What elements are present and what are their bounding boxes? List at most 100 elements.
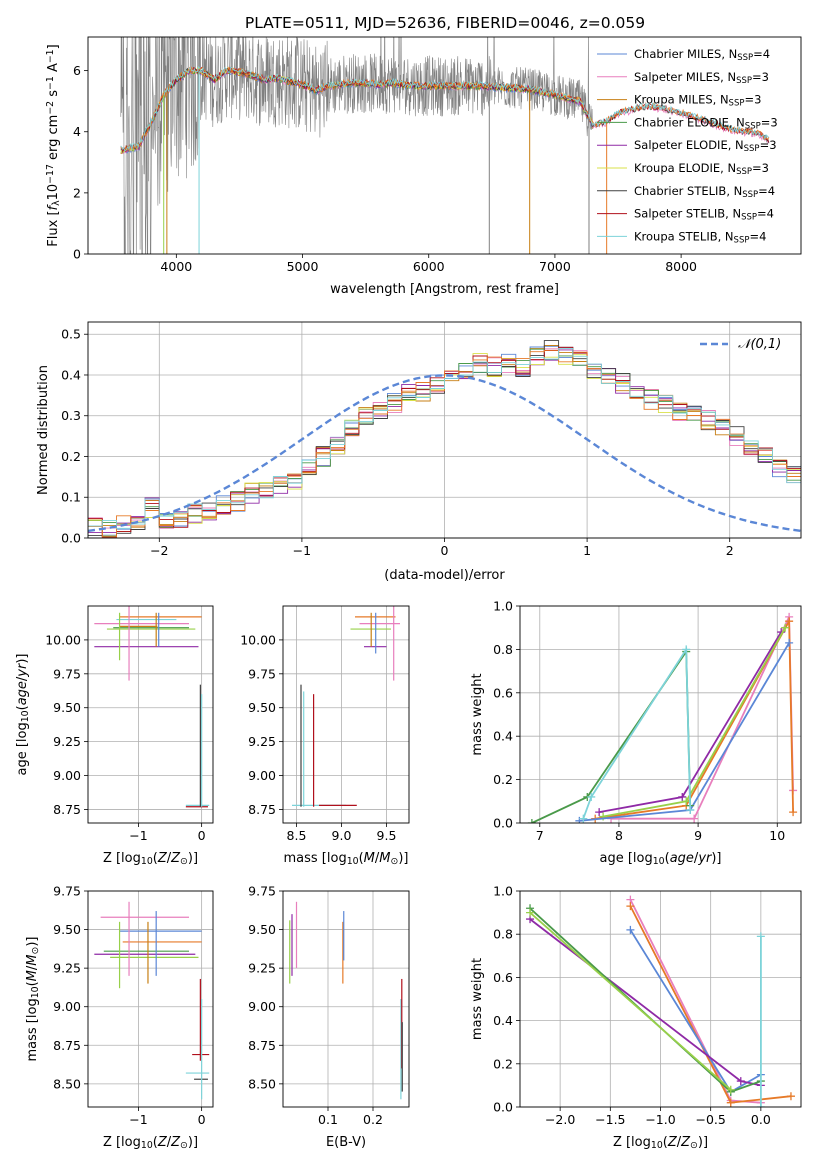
y-tick-label: 0.5 [61, 327, 81, 342]
y-tick-label: 8.75 [248, 802, 276, 817]
legend-label: Chabrier MILES, NSSP=4 [634, 47, 770, 63]
y-axis-label-part: age [15, 681, 30, 705]
model-spectrum-line [120, 66, 770, 152]
y-axis-label-part: Flux [ [46, 210, 61, 246]
legend-label-text: Salpeter ELODIE, N [634, 138, 744, 152]
weight-point-marker [626, 925, 635, 934]
axes-frame [282, 890, 410, 1108]
y-tick-label: 0 [73, 247, 81, 262]
y-axis-label-part: 10 [46, 184, 61, 201]
legend-label-sub: SSP [741, 213, 757, 223]
plot-area [526, 895, 795, 1107]
plot-area [88, 340, 801, 538]
x-axis-label-part: 10 [347, 856, 359, 867]
weight-point-marker [587, 792, 596, 801]
x-tick-label: −0.5 [695, 1112, 725, 1127]
legend-label-sub: SSP [745, 122, 761, 132]
legend-label: Salpeter STELIB, NSSP=4 [634, 207, 774, 223]
x-axis-label-part: Z [667, 1135, 678, 1150]
weight-point-marker [526, 908, 535, 917]
plot-area [94, 901, 210, 1100]
legend-label-text: Chabrier ELODIE, N [634, 115, 745, 129]
y-axis-label-part: ⊙ [30, 947, 41, 955]
x-axis-label: Z [log10(Z/Z⊙)] [613, 1135, 708, 1151]
legend-label: Kroupa STELIB, NSSP=4 [634, 229, 766, 245]
spectrum-panel: 4000 5000 6000 7000 8000 0 2 4 6 wavelength [Angs… [45, 36, 802, 297]
y-axis-label: Normed distribution [36, 365, 51, 495]
x-axis-label-part: )] [398, 851, 408, 866]
x-tick-label: 9.5 [377, 828, 397, 843]
axes-frame [87, 605, 214, 824]
y-axis-label-part: −2 [45, 101, 56, 115]
x-axis-label-part: M [364, 851, 375, 866]
age-vs-mass-panel: 8.5 9.0 9.5 8.75 9.00 9.25 9.50 9.75 10.00 mass [… [240, 605, 410, 867]
legend-label-suffix: =4 [757, 207, 774, 221]
x-tick-label: −1 [129, 1112, 147, 1127]
x-axis-label-part: M [379, 851, 390, 866]
x-tick-label: 9 [694, 828, 702, 843]
legend-label-suffix: =3 [744, 93, 761, 107]
x-tick-label: −1.0 [645, 1112, 675, 1127]
legend-label: Kroupa MILES, NSSP=3 [634, 93, 761, 109]
y-tick-label: 0.4 [61, 367, 81, 382]
y-tick-label: 0.8 [493, 927, 513, 942]
y-axis-label: age [log10(age/yr)] [15, 653, 31, 775]
x-axis-label-part: ( [153, 1135, 158, 1150]
x-axis-label: (data-model)/error [384, 568, 505, 583]
y-axis-label-part: 10 [20, 710, 31, 722]
weight-point-marker [736, 1077, 745, 1086]
weight-vs-metallicity-panel: −2.0 −1.5 −1.0 −0.5 0.0 0.0 0.2 0.4 0.6 0.8 1.0 Z [… [470, 884, 802, 1151]
x-axis-label-part: Z [680, 1135, 691, 1150]
y-tick-label: 0.6 [493, 970, 513, 985]
y-axis-label-part: 10 [30, 986, 41, 998]
x-axis-label-part: 10 [651, 1140, 663, 1151]
legend-label: Chabrier STELIB, NSSP=4 [634, 184, 775, 200]
y-axis-label-part: age [log [15, 722, 30, 775]
legend-label-sub: SSP [744, 144, 760, 154]
x-tick-label: 1 [583, 543, 591, 558]
x-tick-label: 7 [536, 828, 544, 843]
y-tick-label: 0.1 [61, 490, 81, 505]
x-axis-label-part: ( [359, 851, 364, 866]
normal-reference-curve [88, 374, 801, 533]
mass-vs-extinction-panel: 0.1 0.2 8.50 8.75 9.00 9.25 9.50 9.75 E(B-V) [248, 884, 410, 1150]
weight-point-marker [579, 814, 588, 823]
x-axis-label-part: Z [157, 1135, 168, 1150]
legend-label-sub: SSP [736, 167, 752, 177]
x-tick-label: −1 [129, 828, 147, 843]
x-axis-label-part: )] [188, 851, 198, 866]
x-axis-label-part: ( [665, 851, 670, 866]
y-axis-label-part: / [15, 676, 30, 681]
x-axis-label-part: / [677, 1135, 682, 1150]
y-tick-label: 9.25 [53, 734, 81, 749]
x-tick-label: 6000 [413, 259, 445, 274]
x-tick-label: 8 [615, 828, 623, 843]
y-axis-label: mass [log10(M/M⊙)] [25, 937, 41, 1062]
x-axis-label-part: ( [153, 851, 158, 866]
x-tick-label: 10 [769, 828, 785, 843]
y-tick-label: 8.75 [248, 1038, 276, 1053]
x-tick-label: −2 [150, 543, 168, 558]
x-axis-label-part: / [167, 851, 172, 866]
y-tick-label: 0.0 [493, 1100, 513, 1115]
y-tick-label: 2 [73, 185, 81, 200]
x-axis-label: wavelength [Angstrom, rest frame] [330, 282, 559, 297]
weight-point-marker [785, 638, 794, 647]
legend-label-text: Kroupa ELODIE, N [634, 161, 736, 175]
x-axis-label-part: Z [log [613, 1135, 651, 1150]
y-tick-label: 0.0 [61, 531, 81, 546]
weight-point-marker [785, 617, 794, 626]
x-axis-label-part: ( [663, 1135, 668, 1150]
weight-point-marker [678, 792, 687, 801]
weight-series-line [629, 899, 761, 1104]
plot-area [94, 606, 210, 808]
y-axis-label-part: erg cm [46, 115, 61, 164]
weight-series-line [595, 617, 794, 820]
x-axis-label-part: ⊙ [391, 856, 399, 867]
plot-area [289, 901, 403, 1100]
legend-label: Chabrier ELODIE, NSSP=3 [634, 115, 778, 131]
x-axis-label-part: age [670, 851, 694, 866]
residual-histogram-step [88, 349, 801, 538]
x-axis-label: Z [log10(Z/Z⊙)] [103, 1135, 198, 1151]
y-tick-label: 9.25 [53, 961, 81, 976]
